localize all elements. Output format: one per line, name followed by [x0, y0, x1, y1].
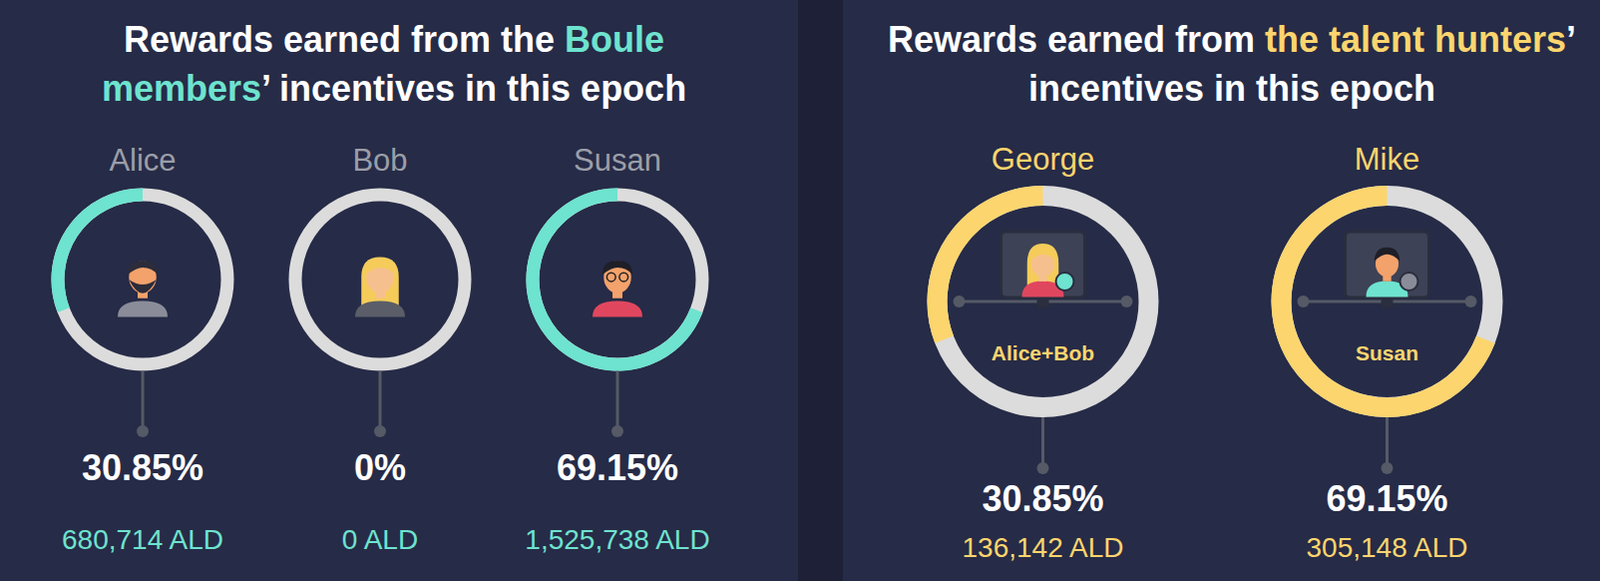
ring-group: Bob 0% 0 ALD: [295, 142, 465, 555]
panel: Rewards earned from the talent hunters’ i…: [842, 0, 1600, 581]
connector: [1385, 416, 1389, 468]
ring-track: [532, 194, 703, 365]
amount-label: 0 ALD: [342, 523, 418, 555]
avatar-glasses: [606, 272, 616, 282]
panel-background: [0, 0, 799, 581]
ring-value: [57, 194, 143, 311]
badge: [1400, 272, 1419, 291]
connector-dot: [136, 424, 149, 437]
value-label: 0%: [354, 446, 406, 488]
title-line: Rewards earned from the talent hunters’: [887, 18, 1577, 60]
title-segment: earned: [1047, 18, 1176, 60]
title-segment: from: [1175, 18, 1265, 60]
ring-group: Susan 69.15% 1,525,738 ALD: [524, 142, 710, 555]
connector: [141, 371, 145, 432]
category-label: Alice: [108, 142, 176, 178]
desk-dot: [953, 295, 966, 308]
title-segment: Rewards: [887, 18, 1048, 60]
category-label: Mike: [1354, 141, 1420, 177]
category-label: Susan: [573, 142, 662, 178]
connector: [616, 371, 620, 432]
panel: Rewards earned from the Boule members’ in…: [0, 0, 799, 581]
amount-label: 1,525,738 ALD: [524, 523, 710, 555]
category-label: Bob: [352, 142, 407, 178]
avatar-hair-top: [1374, 247, 1400, 262]
title-segment: hunters: [1434, 18, 1567, 60]
avatar-body: [592, 301, 643, 318]
monitor: [1345, 231, 1430, 298]
ring-track: [937, 195, 1150, 407]
title-line: incentives in this epoch: [1028, 67, 1436, 109]
ring-value: [532, 194, 697, 365]
value-label: 30.85%: [981, 477, 1104, 519]
amount-label: 136,142 ALD: [962, 531, 1125, 563]
desk-dot: [1465, 295, 1478, 308]
ring-group: George Alice+Bob 30.85% 136,142 ALD: [937, 141, 1150, 563]
ring-group: Alice 30.85% 680,714 ALD: [57, 142, 228, 555]
ring-track: [57, 194, 228, 365]
connector-dot: [374, 424, 387, 437]
avatar-hair-top: [602, 260, 633, 275]
title-segment: this: [506, 67, 581, 109]
stage: Rewards earned from the Boulemembers’ in…: [0, 0, 1600, 581]
ring-value: [1281, 195, 1487, 407]
title-segment: ’: [1566, 18, 1577, 60]
connector-dot: [611, 424, 624, 437]
avatar-beard: [128, 279, 157, 294]
monitor: [1001, 231, 1086, 298]
panel-background: [842, 0, 1600, 581]
monitor-stand: [1037, 297, 1050, 308]
ring-track: [1281, 195, 1494, 407]
title-segment: talent: [1328, 18, 1435, 60]
title-segment: incentives: [1028, 67, 1214, 109]
monitor-stand: [1381, 297, 1394, 308]
title-segment: incentives: [279, 67, 465, 109]
avatar-hair-top: [1030, 247, 1056, 262]
desk-dot: [1121, 295, 1134, 308]
amount-label: 680,714 ALD: [61, 523, 224, 555]
category-label: George: [991, 141, 1095, 177]
member-label: Alice+Bob: [991, 341, 1095, 365]
title-line: Rewards earned from the Boule: [123, 18, 665, 60]
title-segment: in: [1213, 67, 1256, 109]
title-segment: members: [101, 67, 262, 109]
title-segment: the: [1264, 18, 1329, 60]
ring-track: [295, 194, 465, 365]
avatar-body: [355, 301, 405, 318]
title-segment: Boule: [564, 18, 665, 60]
title-segment: ’: [261, 67, 280, 109]
avatar-hair-top: [365, 260, 396, 275]
title-segment: the: [500, 18, 565, 60]
avatar-glasses: [619, 272, 629, 282]
connector-dot: [1381, 461, 1394, 474]
value-label: 30.85%: [81, 446, 204, 488]
connector: [379, 371, 383, 432]
connector-dot: [1037, 461, 1050, 474]
member-label: Susan: [1355, 341, 1419, 365]
avatar-body: [117, 301, 168, 318]
title-segment: in: [464, 67, 507, 109]
title-segment: this: [1255, 67, 1330, 109]
value-label: 69.15%: [556, 446, 679, 488]
desk-dot: [1297, 295, 1310, 308]
value-label: 69.15%: [1325, 477, 1448, 519]
title-segment: Rewards: [123, 18, 284, 60]
title-segment: epoch: [1329, 67, 1436, 109]
avatar-hair-top: [127, 260, 158, 275]
ring-group: Mike Susan 69.15% 305,148 ALD: [1281, 141, 1494, 563]
badge: [1056, 272, 1075, 291]
title-segment: earned: [283, 18, 411, 60]
connector: [1041, 416, 1045, 468]
title-line: members’ incentives in this epoch: [101, 67, 687, 109]
title-segment: epoch: [580, 67, 687, 109]
amount-label: 305,148 ALD: [1306, 531, 1469, 563]
title-segment: from: [410, 18, 501, 60]
